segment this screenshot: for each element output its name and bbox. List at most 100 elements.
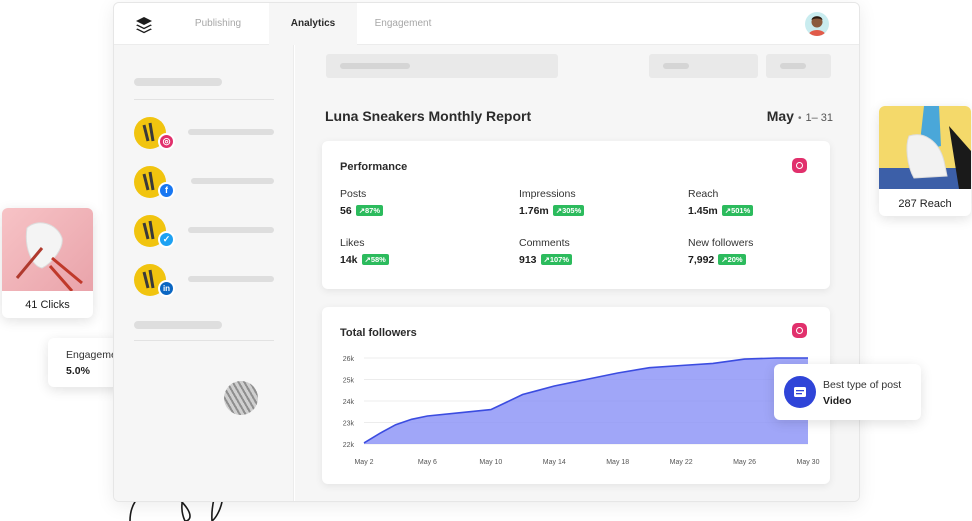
- twitter-icon: ✓: [158, 231, 175, 248]
- metric-value-row: 1.45m ↗501%: [688, 205, 754, 217]
- instagram-icon: [792, 323, 807, 338]
- x-tick-label: May 18: [606, 459, 629, 466]
- total-followers-card: Total followers 22k 23k 24k 25k 26k May 2 May …: [322, 307, 830, 484]
- separator-dot: •: [797, 113, 802, 124]
- metric-label: Impressions: [519, 188, 576, 200]
- x-tick-label: May 30: [797, 459, 820, 466]
- metric-value-row: 56 ↗87%: [340, 205, 383, 217]
- sidebar-placeholder: [134, 78, 222, 86]
- report-title: Luna Sneakers Monthly Report: [325, 108, 532, 124]
- y-tick-label: 26k: [343, 356, 355, 363]
- growth-badge: ↗87%: [355, 205, 383, 216]
- metric-value: 913: [519, 254, 537, 266]
- y-tick-label: 23k: [343, 421, 355, 428]
- metric-value: 1.76m: [519, 205, 549, 217]
- export-placeholder[interactable]: [766, 54, 831, 78]
- reach-card: 287 Reach: [879, 106, 971, 216]
- growth-badge: ↗501%: [721, 205, 754, 216]
- round-thumbnail: [224, 381, 258, 415]
- post-type-icon: [784, 376, 816, 408]
- account-name-placeholder: [188, 129, 274, 135]
- growth-value: 58%: [370, 255, 386, 264]
- sneaker-photo: [879, 106, 971, 189]
- metric-value: 1.45m: [688, 205, 718, 217]
- growth-badge: ↗20%: [718, 254, 746, 265]
- metric-posts: Posts 56 ↗87%: [340, 188, 383, 217]
- sidebar-divider: [134, 340, 274, 341]
- growth-value: 87%: [364, 206, 380, 215]
- clicks-card: 41 Clicks: [2, 208, 93, 318]
- x-tick-label: May 2: [354, 459, 373, 466]
- account-name-placeholder: [191, 178, 274, 184]
- y-tick-label: 22k: [343, 442, 355, 449]
- best-post-label: Best type of post: [823, 379, 902, 391]
- growth-value: 107%: [549, 255, 570, 264]
- growth-value: 20%: [727, 255, 743, 264]
- tab-engagement[interactable]: Engagement: [374, 18, 432, 29]
- performance-card: Performance Posts 56 ↗87% Impressions 1.7…: [322, 141, 830, 289]
- account-name-placeholder: [188, 227, 274, 233]
- facebook-icon: f: [158, 182, 175, 199]
- x-tick-label: May 6: [418, 459, 437, 466]
- user-avatar[interactable]: [805, 12, 829, 36]
- clicks-label: 41 Clicks: [25, 299, 70, 311]
- performance-title: Performance: [340, 161, 408, 173]
- sidebar: ◎ f ✓ in: [114, 45, 294, 501]
- x-tick-label: May 14: [543, 459, 566, 466]
- sidebar-item-instagram[interactable]: ◎: [114, 115, 294, 155]
- metric-value-row: 1.76m ↗305%: [519, 205, 585, 217]
- report-range: 1– 31: [805, 112, 833, 124]
- metric-value: 14k: [340, 254, 358, 266]
- metric-reach: Reach 1.45m ↗501%: [688, 188, 754, 217]
- growth-value: 501%: [731, 206, 751, 215]
- growth-value: 305%: [562, 206, 582, 215]
- x-tick-label: May 22: [670, 459, 693, 466]
- report-month: May: [766, 108, 794, 124]
- followers-area-chart: 22k 23k 24k 25k 26k May 2 May 6 May 10 May 14 May…: [343, 356, 820, 466]
- app-window: Publishing Analytics Engagement ◎ f: [113, 2, 860, 502]
- sneaker-photo: [2, 208, 93, 291]
- report-period[interactable]: May • 1– 31: [767, 108, 833, 124]
- main-content: Luna Sneakers Monthly Report May • 1– 31 P…: [295, 45, 859, 501]
- metric-new-followers: New followers 7,992 ↗20%: [688, 237, 753, 266]
- followers-line: [363, 357, 808, 444]
- metric-value-row: 913 ↗107%: [519, 254, 573, 266]
- linkedin-icon: in: [158, 280, 175, 297]
- x-tick-label: May 26: [733, 459, 756, 466]
- best-post-card: Best type of post Video: [774, 364, 921, 420]
- total-followers-title: Total followers: [340, 327, 417, 339]
- metric-value-row: 7,992 ↗20%: [688, 254, 753, 266]
- buffer-logo-icon: [136, 17, 152, 34]
- metric-label: Comments: [519, 237, 570, 249]
- sidebar-divider: [134, 99, 274, 100]
- best-post-value: Video: [823, 395, 852, 407]
- metric-likes: Likes 14k ↗58%: [340, 237, 389, 266]
- metric-comments: Comments 913 ↗107%: [519, 237, 573, 266]
- sidebar-item-facebook[interactable]: f: [114, 164, 294, 204]
- followers-area: [364, 358, 808, 444]
- metric-label: Posts: [340, 188, 367, 200]
- instagram-icon: ◎: [158, 133, 175, 150]
- y-tick-label: 24k: [343, 399, 355, 406]
- metric-label: Likes: [340, 237, 365, 249]
- metric-value-row: 14k ↗58%: [340, 254, 389, 266]
- growth-badge: ↗58%: [361, 254, 389, 265]
- sidebar-placeholder: [134, 321, 222, 329]
- account-name-placeholder: [188, 276, 274, 282]
- engagement-rate-value: 5.0%: [66, 365, 90, 377]
- x-tick-label: May 10: [479, 459, 502, 466]
- top-navigation: Publishing Analytics Engagement: [114, 3, 859, 45]
- metric-value: 7,992: [688, 254, 715, 266]
- growth-badge: ↗107%: [540, 254, 573, 265]
- instagram-icon: [792, 158, 807, 173]
- metric-impressions: Impressions 1.76m ↗305%: [519, 188, 585, 217]
- tab-analytics[interactable]: Analytics: [269, 3, 357, 45]
- sidebar-item-linkedin[interactable]: in: [114, 262, 294, 302]
- date-picker-placeholder[interactable]: [649, 54, 758, 78]
- growth-badge: ↗305%: [552, 205, 585, 216]
- sidebar-item-twitter[interactable]: ✓: [114, 213, 294, 253]
- reach-label: 287 Reach: [898, 198, 952, 210]
- filter-placeholder[interactable]: [326, 54, 558, 78]
- tab-publishing[interactable]: Publishing: [194, 18, 242, 29]
- metric-label: New followers: [688, 237, 754, 249]
